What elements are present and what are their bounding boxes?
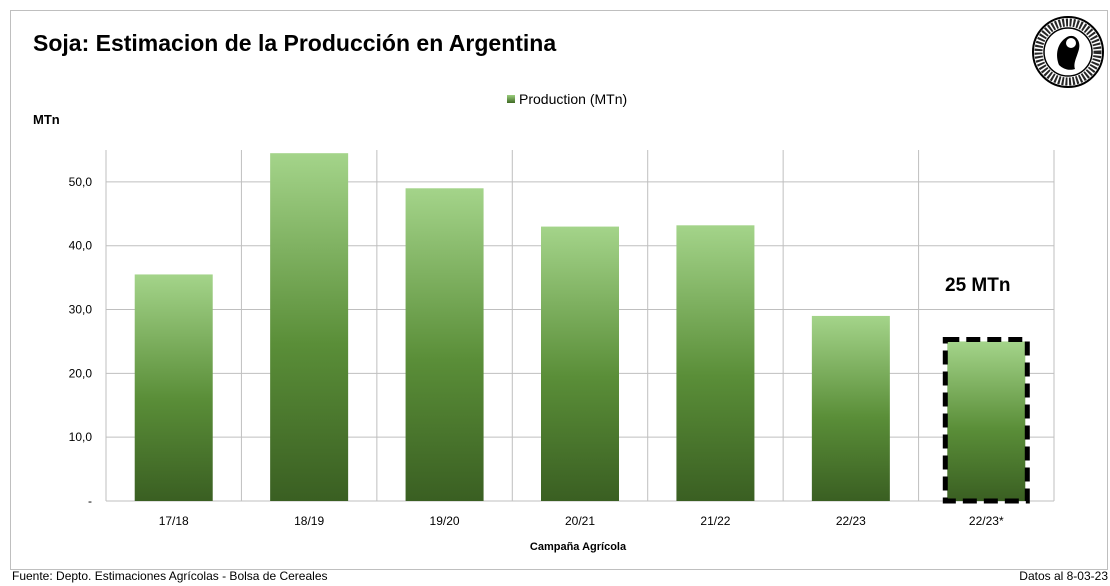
legend-label: Production (MTn) (519, 91, 628, 107)
y-tick-label: 30,0 (69, 303, 93, 317)
y-tick-label: - (88, 494, 92, 508)
y-tick-label: 50,0 (69, 175, 93, 189)
y-tick-label: 10,0 (69, 430, 93, 444)
institution-seal-icon (1032, 16, 1104, 88)
x-tick-label: 22/23 (836, 514, 866, 528)
source-note: Fuente: Depto. Estimaciones Agrícolas - … (12, 569, 328, 583)
y-tick-label: 40,0 (69, 239, 93, 253)
y-axis-label: MTn (33, 112, 60, 127)
chart-title: Soja: Estimacion de la Producción en Arg… (33, 30, 557, 56)
x-tick-label: 20/21 (565, 514, 595, 528)
x-tick-label: 17/18 (159, 514, 189, 528)
x-tick-label: 19/20 (430, 514, 460, 528)
x-axis-label: Campaña Agrícola (529, 541, 627, 553)
bar-19/20 (405, 188, 484, 502)
bar-18/19 (270, 153, 349, 501)
bar-21/22 (676, 225, 755, 501)
bar-22/23 (811, 315, 890, 501)
bar-17/18 (134, 274, 213, 501)
chart-legend: Production (MTn) (507, 91, 627, 107)
chart-frame (10, 10, 1108, 570)
highlight-border (942, 336, 1030, 504)
y-tick-label: 20,0 (69, 366, 93, 380)
x-tick-label: 21/22 (700, 514, 730, 528)
date-note: Datos al 8-03-23 (1019, 569, 1108, 583)
x-tick-label: 22/23* (969, 514, 1004, 528)
legend-swatch (507, 95, 515, 103)
bar-22/23* (947, 341, 1026, 501)
highlight-annotation: 25 MTn (945, 275, 1011, 296)
x-tick-label: 18/19 (294, 514, 324, 528)
bar-20/21 (541, 226, 619, 501)
